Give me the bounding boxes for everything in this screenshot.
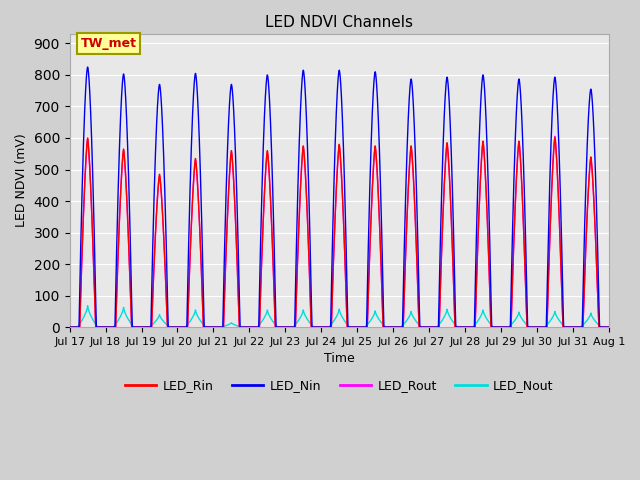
X-axis label: Time: Time xyxy=(324,352,355,365)
LED_Rin xyxy=(184,313,192,319)
LED_Rout xyxy=(551,133,559,139)
LED_Nin xyxy=(84,64,92,70)
LED_Nin xyxy=(66,324,74,330)
Text: TW_met: TW_met xyxy=(81,37,136,50)
LED_Rin xyxy=(125,235,132,240)
LED_Nout xyxy=(351,324,358,330)
LED_Nout xyxy=(125,317,132,323)
Legend: LED_Rin, LED_Nin, LED_Rout, LED_Nout: LED_Rin, LED_Nin, LED_Rout, LED_Nout xyxy=(120,374,559,397)
Line: LED_Nout: LED_Nout xyxy=(70,306,609,327)
LED_Nout xyxy=(605,324,612,330)
LED_Rout xyxy=(533,324,541,330)
LED_Rin xyxy=(533,324,541,330)
LED_Rout xyxy=(195,212,203,218)
Line: LED_Nin: LED_Nin xyxy=(70,67,609,327)
LED_Rin xyxy=(83,143,91,148)
LED_Nin xyxy=(83,69,91,75)
LED_Nout xyxy=(66,324,74,330)
LED_Rout xyxy=(605,324,612,330)
LED_Rin xyxy=(66,324,74,330)
LED_Nout xyxy=(533,324,541,330)
LED_Rin xyxy=(605,324,612,330)
LED_Nout xyxy=(184,321,192,327)
LED_Nin xyxy=(195,131,203,137)
LED_Nin xyxy=(351,324,358,330)
LED_Rout xyxy=(83,144,91,150)
LED_Rin xyxy=(195,212,203,217)
LED_Rout xyxy=(66,324,74,330)
Line: LED_Rin: LED_Rin xyxy=(70,138,609,327)
LED_Rin xyxy=(351,324,358,330)
LED_Rout xyxy=(125,235,132,241)
LED_Nin xyxy=(605,324,612,330)
LED_Nin xyxy=(533,324,541,330)
LED_Rout xyxy=(184,313,192,319)
Line: LED_Rout: LED_Rout xyxy=(70,136,609,327)
LED_Nout xyxy=(195,316,203,322)
LED_Nout xyxy=(83,307,91,312)
LED_Rin xyxy=(84,135,92,141)
LED_Nin xyxy=(184,273,192,278)
LED_Nin xyxy=(125,168,132,174)
LED_Rout xyxy=(351,324,358,330)
Y-axis label: LED NDVI (mV): LED NDVI (mV) xyxy=(15,133,28,228)
Title: LED NDVI Channels: LED NDVI Channels xyxy=(265,15,413,30)
LED_Nout xyxy=(84,303,92,309)
